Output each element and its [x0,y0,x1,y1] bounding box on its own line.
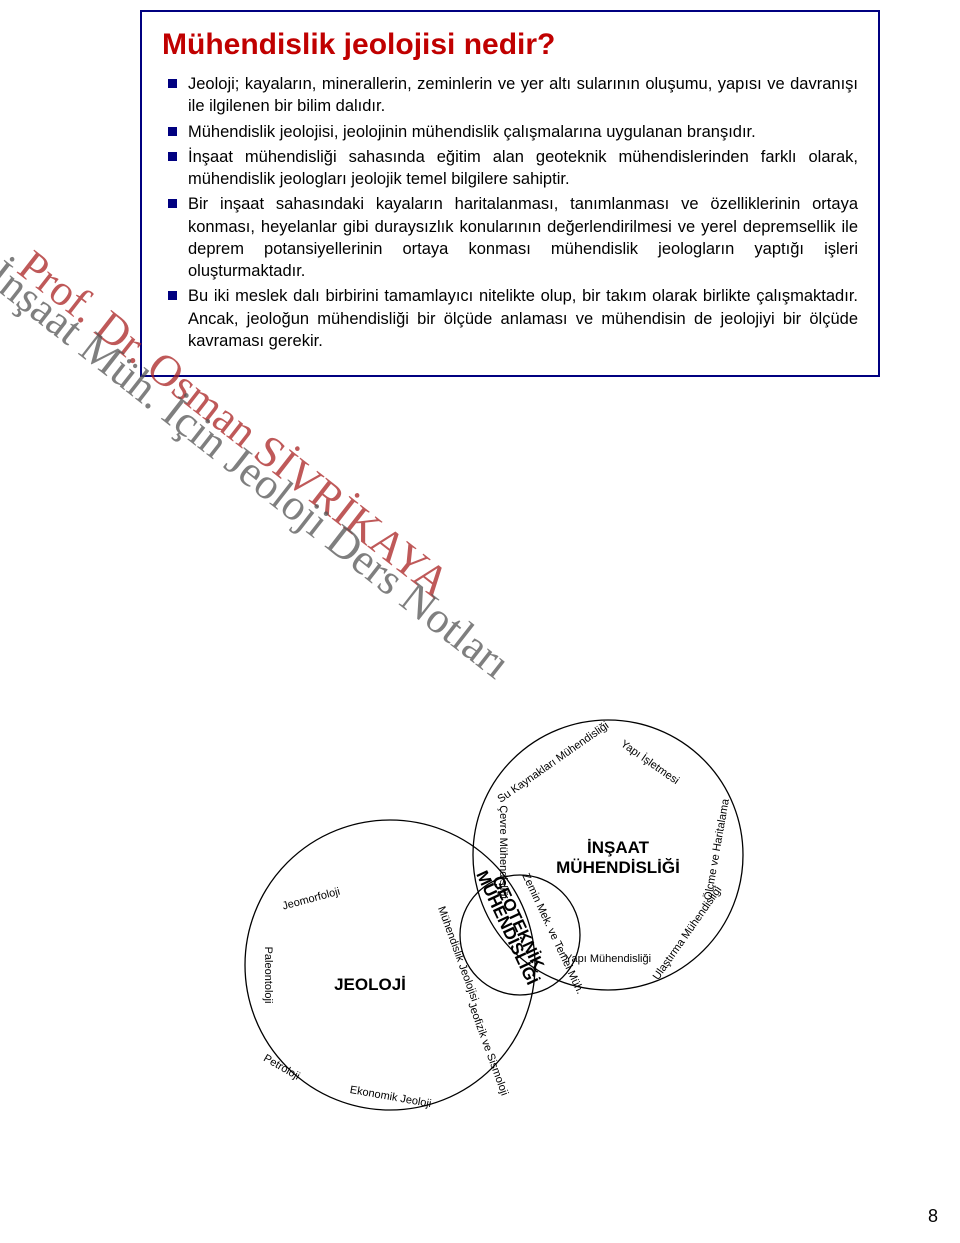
svg-text:Ekonomik Jeoloji: Ekonomik Jeoloji [349,1084,432,1110]
svg-text:Ölçme ve Haritalama: Ölçme ve Haritalama [702,797,732,901]
bullet-item: İnşaat mühendisliği sahasında eğitim ala… [162,146,858,191]
svg-text:Paleontoloji: Paleontoloji [262,947,274,1004]
bullet-item: Bir inşaat sahasındaki kayaların harital… [162,193,858,282]
bullet-item: Mühendislik jeolojisi, jeolojinin mühend… [162,121,858,143]
svg-text:Jeofizik ve Sismoloji: Jeofizik ve Sismoloji [465,1001,510,1098]
page-number: 8 [928,1206,938,1227]
svg-text:Yapı İşletmesi: Yapı İşletmesi [618,737,681,787]
venn-diagram: JEOLOJİİNŞAATMÜHENDİSLİĞİGEOTEKNİKMÜHEND… [210,710,810,1140]
svg-text:Petroloji: Petroloji [261,1052,301,1082]
bullet-item: Bu iki meslek dalı birbirini tamamlayıcı… [162,285,858,352]
svg-text:JEOLOJİ: JEOLOJİ [334,975,406,994]
bullet-item: Jeoloji; kayaların, minerallerin, zeminl… [162,73,858,118]
venn-svg: JEOLOJİİNŞAATMÜHENDİSLİĞİGEOTEKNİKMÜHEND… [210,710,810,1140]
svg-text:Çevre Mühendisliği: Çevre Mühendisliği [497,805,509,899]
svg-text:Jeomorfoloji: Jeomorfoloji [281,886,341,913]
svg-text:İNŞAAT: İNŞAAT [587,838,650,857]
slide-box: Mühendislik jeolojisi nedir? Jeoloji; ka… [140,10,880,377]
bullet-list: Jeoloji; kayaların, minerallerin, zeminl… [162,73,858,352]
svg-text:Mühendislik Jeolojisi: Mühendislik Jeolojisi [435,905,481,1003]
svg-text:Ulaştırma Mühendisliği: Ulaştırma Mühendisliği [651,884,725,982]
svg-text:MÜHENDİSLİĞİ: MÜHENDİSLİĞİ [556,858,680,877]
slide-title: Mühendislik jeolojisi nedir? [162,28,858,61]
svg-text:Yapı Mühendisliği: Yapı Mühendisliği [565,953,651,965]
svg-text:Su Kaynakları Mühendisliği: Su Kaynakları Mühendisliği [495,720,611,806]
